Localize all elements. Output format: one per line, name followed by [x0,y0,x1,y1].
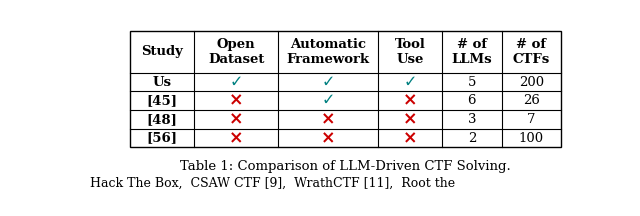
Text: ×: × [229,92,243,110]
Text: # of
CTFs: # of CTFs [513,38,550,66]
Text: Open
Dataset: Open Dataset [208,38,264,66]
Text: ×: × [403,92,417,110]
Text: # of
LLMs: # of LLMs [452,38,492,66]
Text: 200: 200 [519,76,544,89]
Text: ×: × [321,110,335,128]
Text: ×: × [403,129,417,147]
Text: Tool
Use: Tool Use [394,38,425,66]
Text: ✓: ✓ [321,93,335,108]
Text: 100: 100 [519,132,544,145]
Text: ×: × [403,110,417,128]
Text: Automatic
Framework: Automatic Framework [287,38,369,66]
Text: 26: 26 [523,94,540,107]
Text: ✓: ✓ [403,75,417,90]
Text: [48]: [48] [147,113,177,126]
Text: ✓: ✓ [321,75,335,90]
Text: ×: × [229,110,243,128]
Text: Us: Us [152,76,172,89]
Text: Table 1: Comparison of LLM-Driven CTF Solving.: Table 1: Comparison of LLM-Driven CTF So… [180,160,511,173]
Text: [56]: [56] [147,132,177,145]
Text: 6: 6 [468,94,476,107]
Text: ✓: ✓ [230,75,243,90]
Text: ×: × [321,129,335,147]
Text: ×: × [229,129,243,147]
Text: Hack The Box,  CSAW CTF [9],  WrathCTF [11],  Root the: Hack The Box, CSAW CTF [9], WrathCTF [11… [90,177,455,190]
Text: Study: Study [141,45,183,58]
Text: 5: 5 [468,76,476,89]
Text: 7: 7 [527,113,536,126]
Text: 2: 2 [468,132,476,145]
Bar [129,31,561,147]
Text: [45]: [45] [147,94,177,107]
Text: 3: 3 [468,113,476,126]
